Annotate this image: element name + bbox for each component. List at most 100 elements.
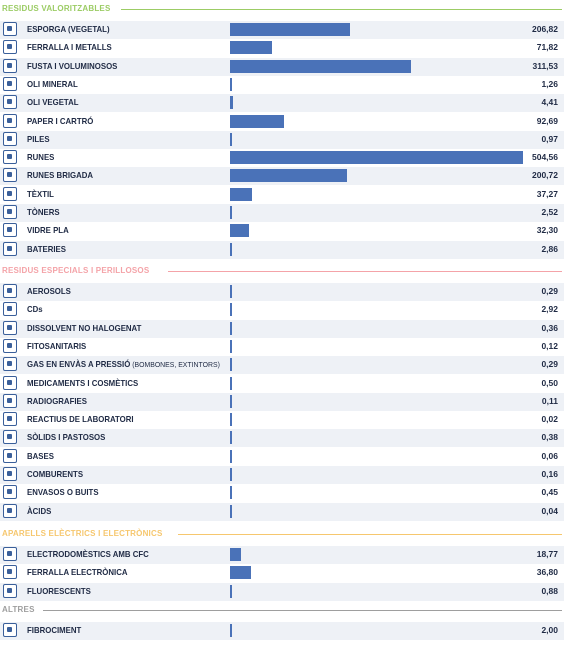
category-label-text: MEDICAMENTS I COSMÈTICS (27, 377, 139, 388)
category-label: BASES (27, 451, 54, 461)
value-label: 0,45 (541, 487, 558, 498)
value-label: 18,77 (536, 549, 558, 559)
category-label: OLI VEGETAL (27, 97, 79, 107)
fibrocement-icon (3, 623, 17, 637)
chart-row: BATERIES 2,86 (0, 240, 564, 259)
bar (230, 376, 232, 390)
chart-row: FLUORESCENTS 0,88 (0, 582, 564, 601)
category-label-text: FUSTA I VOLUMINOSOS (27, 60, 118, 71)
category-label: FERRALLA ELECTRÒNICA (27, 567, 127, 577)
value-label: 2,52 (541, 207, 558, 217)
category-label: ENVASOS O BUITS (27, 487, 99, 497)
bar (230, 224, 249, 238)
value-label: 311,53 (532, 60, 558, 71)
chart-row: RUNES 504,56 (0, 149, 564, 167)
flat-glass-icon (3, 223, 17, 238)
category-label-text: FERRALLA ELECTRÒNICA (27, 567, 128, 578)
oxidizer-icon (3, 467, 17, 481)
chart-row: COMBURENTS 0,16 (0, 466, 564, 484)
chart-row: SÒLIDS I PASTOSOS 0,38 (0, 429, 564, 448)
bar (230, 624, 232, 637)
chart-row: BASES 0,06 (0, 448, 564, 466)
value-label: 36,80 (536, 567, 558, 578)
bar (230, 566, 252, 580)
value-label: 0,16 (541, 469, 558, 479)
category-label: RUNES (27, 152, 54, 162)
chart-row: PILES 0,97 (0, 130, 564, 149)
value-label: 0,88 (541, 585, 558, 596)
solvent-icon (3, 320, 17, 335)
category-label-text: REACTIUS DE LABORATORI (27, 414, 134, 425)
value-label: 0,38 (541, 432, 558, 443)
bar (230, 504, 232, 518)
category-label-text: VIDRE PLA (27, 225, 69, 236)
category-label-text: DISSOLVENT NO HALOGENAT (27, 322, 142, 333)
bar (230, 77, 232, 91)
solids-icon (3, 430, 17, 445)
category-label-text: TÈXTIL (27, 188, 54, 199)
electronic-scrap-icon (3, 565, 17, 580)
value-label: 0,36 (541, 322, 558, 333)
car-battery-icon (3, 241, 17, 256)
category-label: REACTIUS DE LABORATORI (27, 414, 134, 424)
section-divider (43, 610, 562, 611)
toner-icon (3, 205, 17, 219)
chart-row: FERRALLA ELECTRÒNICA 36,80 (0, 564, 564, 582)
fridge-icon (3, 547, 17, 561)
chart-row: ELECTRODOMÈSTICS AMB CFC 18,77 (0, 546, 564, 564)
bar (230, 358, 232, 372)
chart-row: TÈXTIL 37,27 (0, 186, 564, 204)
category-label: BATERIES (27, 244, 66, 254)
category-label-text: ENVASOS O BUITS (27, 487, 99, 498)
category-label: FIBROCIMENT (27, 625, 81, 635)
category-label-text: FERRALLA I METALLS (27, 42, 112, 53)
value-label: 0,29 (541, 286, 558, 296)
chart-row: RUNES BRIGADA 200,72 (0, 167, 564, 186)
value-label: 0,02 (541, 414, 558, 425)
category-label-text: OLI MINERAL (27, 78, 78, 89)
value-label: 0,04 (541, 505, 558, 516)
chart-row: DISSOLVENT NO HALOGENAT 0,36 (0, 319, 564, 338)
bar (230, 413, 232, 427)
bar (230, 187, 252, 201)
chart-row: REACTIUS DE LABORATORI 0,02 (0, 411, 564, 429)
chart-row: TÒNERS 2,52 (0, 204, 564, 222)
category-label-text: TÒNERS (27, 207, 60, 217)
category-label-text: PILES (27, 133, 50, 144)
value-label: 504,56 (532, 152, 558, 163)
category-label-text: SÒLIDS I PASTOSOS (27, 432, 106, 443)
chart-row: FIBROCIMENT 2,00 (0, 622, 564, 640)
value-label: 0,29 (541, 359, 558, 370)
bar (230, 431, 232, 445)
category-label-text: FIBROCIMENT (27, 625, 82, 635)
bar (230, 114, 284, 128)
value-label: 2,00 (541, 625, 558, 635)
bar (230, 449, 232, 463)
mineral-oil-icon (3, 76, 17, 91)
chart-row: OLI VEGETAL 4,41 (0, 94, 564, 113)
category-label: ÀCIDS (27, 506, 51, 516)
category-label: ESPORGA (VEGETAL) (27, 24, 110, 34)
category-label-text: RUNES (27, 152, 55, 163)
value-label: 2,92 (541, 304, 558, 315)
fluorescent-icon (3, 583, 17, 598)
bar (230, 242, 232, 256)
chart-row: FUSTA I VOLUMINOSOS 311,53 (0, 57, 564, 76)
section-divider (121, 9, 562, 10)
category-label-text: CDs (27, 304, 43, 315)
textile-icon (3, 186, 17, 201)
value-label: 4,41 (541, 97, 558, 108)
section-divider (178, 534, 562, 535)
value-label: 0,06 (541, 450, 558, 461)
category-label-text: ÀCIDS (27, 505, 52, 516)
value-label: 71,82 (536, 42, 558, 53)
bar (230, 59, 411, 73)
rubble-icon (3, 150, 17, 165)
bar (230, 285, 232, 298)
category-label: FLUORESCENTS (27, 586, 91, 596)
chart-row: ENVASOS O BUITS 0,45 (0, 484, 564, 502)
bar (230, 41, 272, 55)
category-label-text: RUNES BRIGADA (27, 170, 94, 181)
category-label: CDs (27, 304, 43, 314)
